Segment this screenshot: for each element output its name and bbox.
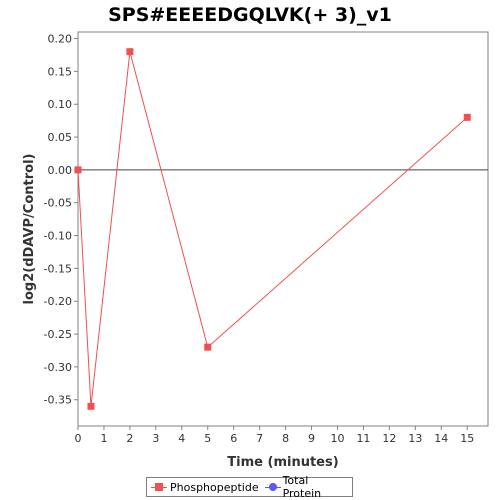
x-tick-label: 10 [330, 432, 344, 445]
y-tick-label: -0.30 [44, 361, 72, 374]
legend: Phosphopeptide Total Protein [146, 474, 353, 500]
y-tick-label: 0.20 [48, 33, 73, 46]
y-tick-label: -0.25 [44, 328, 72, 341]
data-point [74, 166, 82, 174]
data-point [204, 343, 212, 351]
legend-label-phosphopeptide: Phosphopeptide [170, 480, 259, 494]
plot-area [77, 31, 489, 427]
x-tick-label: 14 [434, 432, 448, 445]
x-tick-label: 6 [230, 432, 237, 445]
x-axis: 0 1 2 3 4 5 6 7 8 9 10 11 12 13 14 15 [75, 426, 474, 445]
y-tick-label: 0.00 [48, 164, 73, 177]
y-axis-title: log2(dDAVP/Control) [22, 154, 37, 305]
x-tick-label: 9 [308, 432, 315, 445]
series-layer [74, 48, 471, 410]
circle-marker-icon [264, 481, 281, 493]
x-tick-label: 1 [100, 432, 107, 445]
x-tick-label: 0 [75, 432, 82, 445]
x-tick-label: 8 [282, 432, 289, 445]
x-tick-label: 5 [204, 432, 211, 445]
y-tick-label: 0.05 [48, 131, 73, 144]
square-marker-icon [151, 481, 167, 493]
y-tick-label: 0.15 [48, 65, 73, 78]
y-tick-label: -0.10 [44, 230, 72, 243]
x-tick-label: 4 [178, 432, 185, 445]
x-tick-label: 11 [356, 432, 370, 445]
x-tick-label: 7 [256, 432, 263, 445]
legend-label-total-protein: Total Protein [282, 474, 322, 500]
y-tick-label: -0.20 [44, 295, 72, 308]
data-point [87, 402, 95, 410]
y-tick-label: -0.35 [44, 394, 72, 407]
x-tick-label: 3 [152, 432, 159, 445]
x-tick-label: 13 [408, 432, 422, 445]
data-point [463, 113, 471, 121]
legend-item-total-protein: Total Protein [264, 474, 346, 500]
x-tick-label: 12 [382, 432, 396, 445]
legend-item-phosphopeptide: Phosphopeptide [151, 481, 259, 494]
y-tick-label: 0.10 [48, 98, 73, 111]
chart-title: SPS#EEEEDGQLVK(+ 3)_v1 [108, 4, 392, 26]
x-tick-label: 15 [460, 432, 474, 445]
x-axis-title: Time (minutes) [227, 455, 338, 470]
y-tick-label: -0.15 [44, 262, 72, 275]
y-tick-label: -0.05 [44, 197, 72, 210]
y-axis: 0.20 0.15 0.10 0.05 0.00 -0.05 -0.10 -0.15 -0.20… [44, 33, 78, 407]
x-tick-label: 2 [126, 432, 133, 445]
data-point [126, 48, 134, 56]
